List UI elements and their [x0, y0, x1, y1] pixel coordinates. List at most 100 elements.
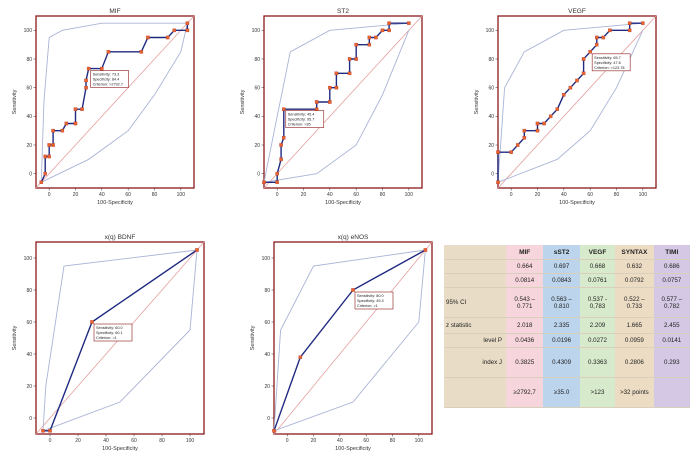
roc-point	[627, 28, 632, 33]
roc-point	[275, 180, 279, 185]
y-tick-label: 20	[26, 384, 32, 390]
table-row-label: z statistic	[444, 317, 506, 334]
table-row-label: level P	[444, 333, 506, 348]
roc-point	[581, 71, 586, 76]
table-header-cell: VEGF	[579, 245, 616, 260]
roc-point	[601, 35, 606, 40]
ci-lower-line	[41, 23, 188, 183]
table-row-label	[444, 377, 506, 408]
x-tick-label: 20	[75, 438, 81, 444]
roc-point	[185, 21, 190, 25]
criterion-box	[591, 53, 631, 72]
table-cell: >123	[579, 377, 616, 408]
roc-point	[367, 42, 372, 47]
criterion-text: Criterion: >1	[96, 336, 117, 340]
table-cell: 0.686	[653, 259, 690, 274]
y-tick-label: 100	[486, 28, 495, 34]
table-header-cell	[444, 245, 506, 260]
y-tick-label: 80	[254, 57, 260, 63]
y-tick-label: 0	[29, 171, 32, 177]
roc-point	[51, 143, 55, 147]
x-axis-label: 100-Specificity	[559, 200, 595, 206]
roc-point	[272, 429, 276, 433]
roc-point	[522, 128, 527, 133]
criterion-box	[90, 70, 129, 88]
x-tick-label: 0	[276, 192, 279, 198]
y-tick-label: 60	[254, 85, 260, 91]
x-axis-label: 100-Specificity	[335, 446, 371, 452]
roc-point	[51, 128, 55, 133]
table-cell: 0.0761	[579, 273, 616, 288]
table-cell	[653, 377, 690, 408]
table-cell: 0.664	[506, 259, 544, 274]
y-tick-label: 100	[24, 28, 33, 34]
table-header-cell: TIMI	[653, 245, 690, 260]
y-tick-label: 0	[491, 171, 494, 177]
roc-point	[535, 128, 540, 133]
y-tick-label: 40	[264, 352, 270, 358]
roc-point	[347, 57, 352, 61]
roc-point	[595, 35, 599, 40]
roc-point	[588, 50, 592, 54]
x-tick-label: 100	[405, 192, 414, 198]
roc-point	[165, 35, 170, 40]
roc-point	[73, 107, 78, 111]
y-tick-label: 80	[26, 288, 32, 294]
y-tick-label: 0	[257, 171, 260, 177]
criterion-text: Specificity: 60.1	[96, 331, 123, 335]
table-cell: >32 points	[615, 377, 654, 408]
x-tick-label: 0	[48, 192, 51, 198]
roc-point	[354, 42, 358, 47]
x-tick-label: 40	[99, 192, 105, 198]
y-tick-label: 0	[267, 416, 270, 422]
ci-lower-line	[273, 249, 426, 432]
roc-point	[80, 107, 84, 111]
roc-point	[282, 107, 286, 111]
x-tick-label: 80	[159, 438, 165, 444]
roc-point	[380, 28, 385, 33]
roc-point	[47, 143, 51, 147]
roc-point	[84, 78, 88, 83]
table-cell: 0.632	[615, 259, 654, 274]
y-axis-label: Sensitivity	[12, 89, 18, 114]
roc-statistics-table: MIF sST2 VEGF SYNTAX TIMI 0.664 0.697 0.…	[444, 245, 690, 408]
roc-point	[90, 320, 94, 324]
table-cell: 0.0959	[615, 333, 654, 348]
reference-diagonal	[263, 15, 423, 189]
y-tick-label: 40	[488, 114, 494, 120]
criterion-text: Specificity: 47.6	[594, 61, 621, 65]
table-row: 95% CI 0.543 – 0.771 0.563 – 0.810 0.537…	[444, 287, 690, 318]
x-tick-label: 0	[510, 192, 513, 198]
roc-point	[328, 100, 332, 104]
roc-point	[548, 114, 553, 119]
roc-point	[279, 143, 283, 147]
table-cell: 0.0141	[653, 333, 690, 348]
y-tick-label: 0	[29, 416, 32, 422]
y-tick-label: 80	[488, 57, 494, 63]
roc-point	[60, 128, 65, 133]
criterion-text: Sensitivity: 73.3	[93, 73, 120, 77]
table-cell: 2.335	[543, 317, 580, 334]
roc-point	[496, 180, 500, 185]
x-tick-label: 40	[337, 438, 343, 444]
y-tick-label: 20	[26, 143, 32, 149]
y-tick-label: 100	[262, 256, 271, 262]
x-tick-label: 60	[125, 192, 131, 198]
roc-point	[496, 150, 500, 154]
roc-point	[43, 154, 47, 159]
roc-point	[195, 248, 199, 252]
table-row-label	[444, 259, 506, 274]
roc-point	[100, 66, 104, 71]
x-tick-label: 20	[301, 192, 307, 198]
roc-point	[627, 21, 632, 25]
roc-point	[354, 57, 358, 61]
roc-point	[575, 78, 579, 83]
roc-point	[516, 143, 520, 147]
y-tick-label: 60	[264, 320, 270, 326]
criterion-box	[285, 110, 325, 128]
ci-upper-line	[40, 22, 188, 183]
roc-point	[608, 28, 612, 33]
